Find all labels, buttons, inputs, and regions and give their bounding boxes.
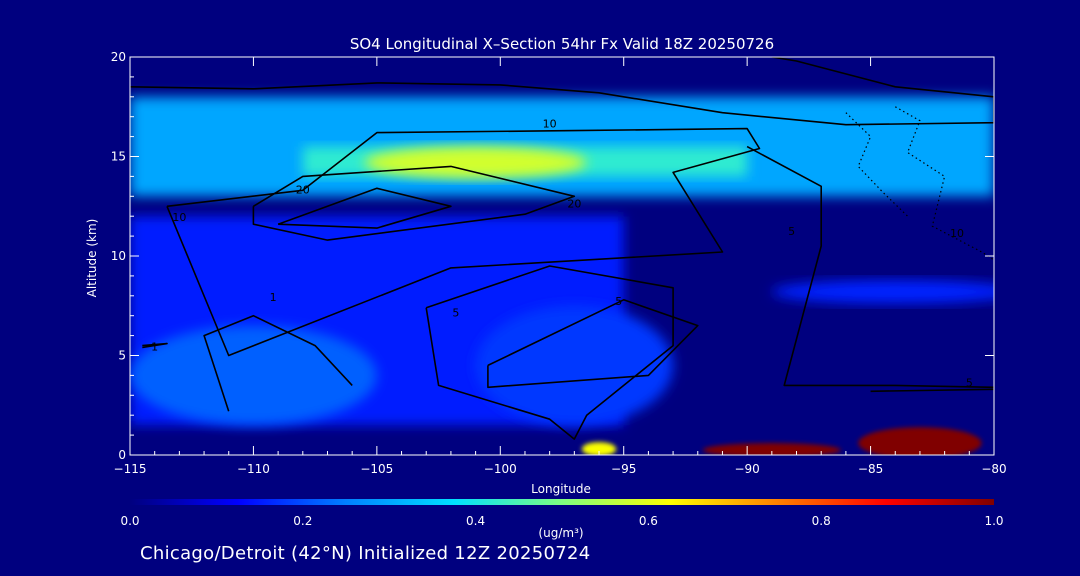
contour-line: [845, 112, 909, 217]
contour-line: [130, 57, 994, 126]
field-upper-max: [364, 146, 587, 179]
contour-labels: 10 10 20 20 5 5 5 5 1 1 10: [151, 118, 973, 390]
contour-label: 10: [950, 227, 964, 240]
x-tick-label: −85: [858, 462, 883, 476]
contour-line: [487, 299, 699, 389]
field-lower-plume: [475, 305, 674, 426]
field-surface-max-west: [581, 442, 617, 455]
field-aloft-east: [771, 279, 994, 304]
x-tick-label: −110: [237, 462, 270, 476]
colorbar: 0.0 0.2 0.4 0.6 0.8 1.0: [120, 499, 1004, 528]
colorbar-tick-label: 0.0: [120, 514, 139, 528]
colorbar-tick-label: 0.4: [466, 514, 485, 528]
contour-line: [895, 106, 994, 261]
y-tick-label: 20: [111, 50, 126, 64]
contour-lines: [130, 57, 994, 440]
y-tick-label: 0: [118, 448, 126, 462]
y-tick-label: 15: [111, 150, 126, 164]
colorbar-tick-label: 1.0: [984, 514, 1003, 528]
x-tick-label: −100: [484, 462, 517, 476]
contour-line: [142, 342, 168, 349]
contour-line: [425, 265, 674, 440]
contour-label: 1: [151, 341, 158, 354]
contour-line: [277, 187, 452, 229]
y-axis-label: Altitude (km): [85, 218, 99, 298]
colorbar-tick-label: 0.8: [812, 514, 831, 528]
contour-label: 20: [567, 197, 581, 210]
x-tick-label: −80: [981, 462, 1006, 476]
x-tick-label: −115: [114, 462, 147, 476]
x-axis-label: Longitude: [531, 482, 591, 496]
x-tick-label: −95: [611, 462, 636, 476]
contour-label: 5: [788, 225, 795, 238]
contour-label: 1: [270, 291, 277, 304]
concentration-field: [130, 96, 994, 455]
contour-line: [166, 127, 761, 357]
contour-label: 20: [296, 183, 310, 196]
chart-title: SO4 Longitudinal X–Section 54hr Fx Valid…: [349, 35, 775, 53]
contour-line: [252, 165, 576, 241]
y-tick-label: 5: [118, 349, 126, 363]
x-tick-label: −90: [734, 462, 759, 476]
colorbar-tick-label: 0.6: [639, 514, 658, 528]
contour-label: 5: [615, 295, 622, 308]
field-surface-max-east: [858, 427, 982, 455]
colorbar-tick-label: 0.2: [293, 514, 312, 528]
colorbar-gradient: [130, 499, 994, 505]
field-surface-max-central: [702, 443, 841, 455]
contour-label: 10: [543, 118, 557, 131]
contour-label: 5: [452, 307, 459, 320]
contour-line: [870, 388, 994, 393]
field-mid-west-patch: [130, 325, 377, 426]
y-tick-label: 10: [111, 249, 126, 263]
contour-line: [746, 145, 994, 389]
x-tick-label: −105: [360, 462, 393, 476]
contour-label: 5: [966, 376, 973, 389]
run-info-footer: Chicago/Detroit (42°N) Initialized 12Z 2…: [140, 543, 591, 564]
contour-line: [203, 314, 353, 412]
colorbar-units: (ug/m³): [538, 526, 584, 540]
contour-label: 10: [172, 211, 186, 224]
